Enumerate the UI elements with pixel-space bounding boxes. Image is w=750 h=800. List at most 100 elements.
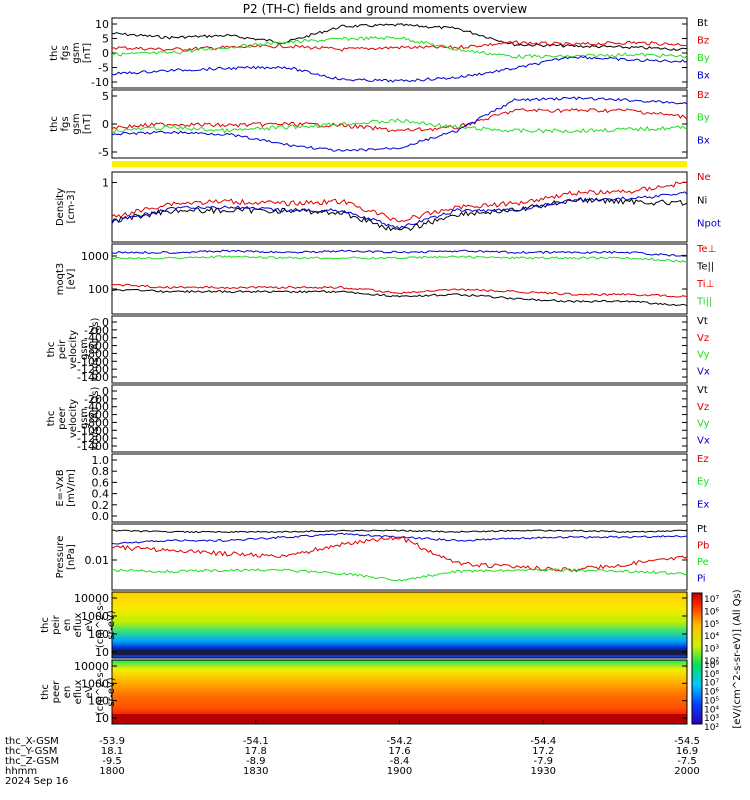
x-tick-label: 1900: [387, 766, 412, 777]
y-axis-label: sr-eV): [106, 677, 117, 706]
y-axis-label: thc: [40, 617, 51, 633]
vi-frame: [111, 315, 688, 384]
panel-ve: 0-200-400-600-800-1000-1200-1400 thc peer v…: [46, 384, 710, 453]
te-perp-trace: [111, 283, 688, 298]
x-tick-label: 1830: [243, 766, 268, 777]
bt-trace: [111, 23, 688, 51]
colorbar-tick-label: 10⁵: [704, 696, 719, 706]
y-axis-label: thc: [49, 116, 60, 132]
x-tick-label: -9.5: [102, 756, 122, 767]
y-axis-label: Pressure: [55, 536, 66, 579]
y-tick-label: 1000: [81, 610, 109, 623]
y-axis-label: thc: [46, 342, 57, 358]
x-tick-label: 1930: [531, 766, 556, 777]
y-axis-label: km/s (All Qs): [90, 387, 101, 451]
legend-entry: By: [697, 113, 710, 124]
pressure-frame: [111, 523, 688, 591]
x-tick-label: -53.9: [99, 736, 125, 747]
legend-entry: Pt: [697, 524, 707, 535]
y-tick-label: -800: [84, 416, 109, 429]
y-tick-label: -1200: [77, 363, 109, 376]
colorbar: 10⁷10⁶10⁵10⁴10³10²10⁹10⁸10⁷10⁶10⁵10⁴10³1…: [691, 589, 743, 733]
ion_spec-spectrogram: [112, 592, 687, 658]
colorbar-tick-label: 10⁶: [704, 607, 719, 617]
ve-frame: [111, 384, 688, 453]
y-tick-label: -600: [84, 340, 109, 353]
y-axis-label: [mV/m]: [66, 469, 77, 507]
y-tick-label: -400: [84, 332, 109, 345]
legend-entry: Vt: [697, 316, 708, 327]
x-tick-label: -7.9: [533, 756, 553, 767]
x-row-label: thc_Y-GSM: [5, 746, 57, 757]
y-tick-label: 10: [95, 712, 109, 725]
colorbar-tick-label: 10⁷: [704, 595, 719, 605]
panel-ion_spec: 10000 1000 100 10 thc peir en eflux eV (cm^2-s-sr…: [40, 591, 688, 659]
y-axis-label: eV: [84, 685, 95, 698]
y-axis-label: Density: [55, 188, 66, 226]
legend-entry: Bz: [697, 36, 709, 47]
y-axis-label: sr-eV): [106, 610, 117, 639]
npot-trace: [111, 191, 688, 230]
y-tick-label: 1000: [81, 250, 109, 263]
x-row-label: hhmm: [5, 766, 37, 777]
y-axis-label: gsm: [71, 42, 82, 63]
ele-low-energy-band: [112, 714, 687, 724]
fgs-frame: [111, 17, 688, 89]
panel-vi: 0-200-400-600-800-1000-1200-1400 thc peir v…: [46, 315, 710, 384]
y-tick-label: -800: [84, 347, 109, 360]
x-tick-label: -54.2: [387, 736, 413, 747]
legend-entry: By: [697, 53, 710, 64]
y-axis-label: E=-VxB: [55, 469, 66, 506]
y-tick-label: -1400: [77, 371, 109, 384]
colorbar-tick-label: 10²: [704, 657, 719, 667]
y-axis-label: [nPa]: [66, 544, 77, 570]
x-tick-label: -8.4: [390, 756, 410, 767]
density-frame: [111, 171, 688, 243]
legend-entry: Bt: [697, 18, 708, 29]
y-tick-label: 100: [88, 695, 109, 708]
ti-par-trace: [111, 255, 688, 263]
y-tick-label: 0: [102, 385, 109, 398]
y-axis-label: (cm^2-s-: [95, 601, 106, 648]
y-axis-label: eflux: [73, 613, 84, 638]
y-axis-label: gsm: [79, 408, 90, 429]
x-tick-label: 16.9: [676, 746, 698, 757]
legend-entry: Npot: [697, 219, 721, 230]
ti-perp-trace: [111, 249, 688, 257]
x-tick-label: -8.9: [246, 756, 266, 767]
bx-trace: [111, 96, 688, 152]
y-tick-label: 0.01: [85, 554, 110, 567]
colorbar-tick-label: 10⁶: [704, 688, 719, 698]
legend-entry: Pb: [697, 541, 709, 552]
y-tick-label: 0: [102, 47, 109, 60]
legend-entry: Ey: [697, 477, 709, 488]
y-axis-label: gsm: [79, 339, 90, 360]
legend-entry: Vy: [697, 419, 710, 430]
bz-trace: [111, 108, 688, 133]
y-tick-label: -200: [84, 324, 109, 337]
y-tick-label: -10: [91, 76, 109, 89]
panel-fgs_gse: 5 0 -5 thc fgs gsm [nT] Bz By Bx: [49, 89, 710, 159]
colorbar-label: [eV/(cm^2-s-sr-eV)] (All Qs): [732, 589, 743, 728]
bx-trace: [111, 55, 688, 83]
y-axis-label: (cm^2-s-: [95, 668, 106, 715]
legend-entry: Bx: [697, 71, 710, 82]
legend-entry: Vt: [697, 385, 708, 396]
y-axis-label: fgs: [60, 116, 71, 131]
colorbar-tick-label: 10³: [704, 714, 719, 724]
legend-entry: Vy: [697, 350, 710, 361]
legend-entry: Bx: [697, 135, 710, 146]
y-tick-label: -600: [84, 409, 109, 422]
y-axis-label: [nT]: [82, 43, 93, 63]
legend-entry: Ez: [697, 454, 709, 465]
y-axis-label: en: [62, 686, 73, 699]
legend-entry: Vx: [697, 366, 710, 377]
x-tick-label: 17.2: [532, 746, 554, 757]
legend-entry: Pe: [697, 557, 709, 568]
y-tick-label: 10: [95, 18, 109, 31]
y-axis-label: fgs: [60, 45, 71, 60]
y-axis-label: gsm: [71, 113, 82, 134]
y-axis-label: km/s (All Qs): [90, 318, 101, 382]
